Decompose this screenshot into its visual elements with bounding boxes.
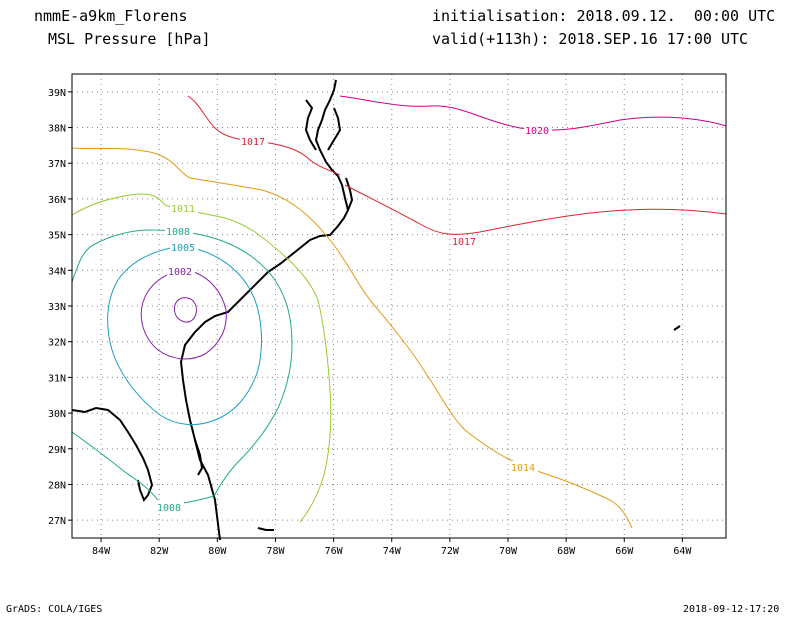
- contour-label-1008-north: 1008: [166, 227, 190, 238]
- lon-tick-label: 66W: [615, 546, 634, 557]
- lat-tick-label: 28N: [48, 480, 66, 491]
- lat-tick-label: 30N: [48, 409, 66, 420]
- isobar-999: [173, 297, 197, 323]
- lat-tick-label: 34N: [48, 266, 66, 277]
- render-timestamp: 2018-09-12-17:20: [683, 604, 780, 615]
- contour-label-1002: 1002: [168, 267, 192, 278]
- lon-tick-label: 68W: [557, 546, 576, 557]
- lon-tick-label: 82W: [150, 546, 169, 557]
- contour-label-1020: 1020: [525, 126, 549, 137]
- lat-tick-label: 35N: [48, 231, 66, 242]
- coastline: [71, 79, 681, 541]
- lat-tick-label: 32N: [48, 338, 66, 349]
- contour-label-1011: 1011: [171, 204, 195, 215]
- lat-tick-label: 27N: [48, 516, 66, 527]
- model-title: nmmE-a9km_Florens: [34, 7, 188, 25]
- isobar-1008: [71, 229, 293, 506]
- contour-labels: 1020 1017 1017 1014 1011 1008 1008 1005 …: [156, 124, 552, 514]
- lat-tick-label: 31N: [48, 373, 66, 384]
- lon-tick-label: 80W: [208, 546, 227, 557]
- lat-tick-label: 38N: [48, 124, 66, 135]
- lat-tick-label: 36N: [48, 195, 66, 206]
- lon-tick-label: 76W: [325, 546, 344, 557]
- contour-label-1008-south: 1008: [157, 503, 181, 514]
- valid-time: valid(+113h): 2018.SEP.16 17:00 UTC: [432, 30, 749, 48]
- lon-tick-label: 72W: [441, 546, 460, 557]
- grads-credit: GrADS: COLA/IGES: [6, 604, 103, 615]
- lon-tick-label: 70W: [499, 546, 518, 557]
- isobar-1011: [71, 193, 332, 523]
- contour-label-1005: 1005: [171, 243, 195, 254]
- map-plot-area: 1020 1017 1017 1014 1011 1008 1008 1005 …: [71, 73, 727, 541]
- contour-label-1014: 1014: [511, 463, 535, 474]
- field-title: MSL Pressure [hPa]: [48, 30, 211, 48]
- longitude-axis: 84W 82W 80W 78W 76W 74W 72W 70W 68W 66W 64W: [92, 538, 692, 557]
- lat-tick-label: 39N: [48, 88, 66, 99]
- graticule: [72, 74, 726, 538]
- isobar-1002: [140, 269, 227, 360]
- lon-tick-label: 64W: [673, 546, 692, 557]
- isobar-1017-east: [344, 184, 727, 235]
- lon-tick-label: 78W: [266, 546, 285, 557]
- isobar-1020: [339, 95, 727, 131]
- lat-tick-label: 29N: [48, 445, 66, 456]
- contour-label-1017-north: 1017: [241, 137, 265, 148]
- isobar-1005: [107, 246, 263, 426]
- isobars: [71, 95, 727, 529]
- lon-tick-label: 84W: [92, 546, 111, 557]
- lat-tick-label: 37N: [48, 159, 66, 170]
- lon-tick-label: 74W: [383, 546, 402, 557]
- lat-tick-label: 33N: [48, 302, 66, 313]
- contour-label-1017-east: 1017: [452, 237, 476, 248]
- isobar-1008-sw: [71, 431, 159, 501]
- isobar-1014: [71, 147, 633, 529]
- initialisation-time: initialisation: 2018.09.12. 00:00 UTC: [432, 7, 776, 25]
- latitude-axis: 39N 38N 37N 36N 35N 34N 33N 32N 31N 30N 29N 28N 27N: [48, 88, 72, 527]
